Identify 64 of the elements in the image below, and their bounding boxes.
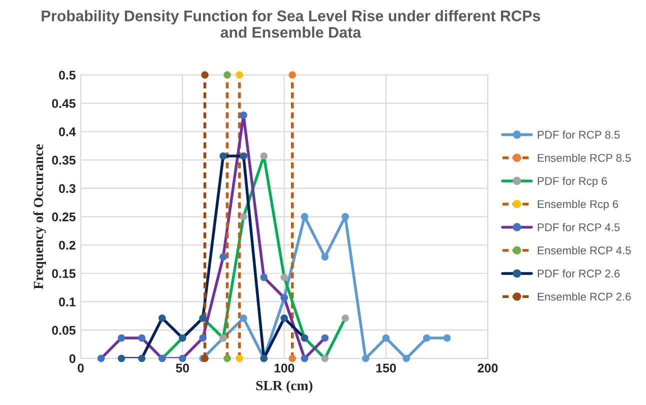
point [321,253,329,261]
y-tick-label: 0.05 [52,326,76,335]
x-tick-label: 150 [376,364,396,372]
x-axis-title: SLR (cm) [256,380,312,394]
point [423,334,430,342]
point [240,152,248,160]
y-tick-label: 0.1 [59,298,76,306]
point [236,71,244,79]
point [382,334,390,342]
point [321,354,329,362]
point [260,152,268,160]
point [288,71,296,79]
x-tick-label: 100 [274,364,294,372]
point [402,354,410,362]
y-axis-title: Frequency of Occurance [33,144,46,290]
point [342,314,349,322]
point [342,213,349,220]
point [220,152,227,160]
y-tick-label: 0.35 [52,156,76,165]
point [199,334,207,342]
legend-label: PDF for RCP 4.5 [538,223,620,232]
legend-label: Ensemble Rcp 6 [538,200,618,210]
legend-label: PDF for Rcp 6 [538,176,607,188]
point [240,112,248,119]
point [300,213,308,220]
x-tick-label: 200 [478,364,498,372]
point [443,334,451,342]
point [224,71,231,79]
point [280,314,288,322]
y-tick-label: 0.3 [59,184,76,193]
point [280,274,288,282]
point [224,354,231,362]
point [362,354,370,362]
point [158,314,166,322]
point [300,354,308,362]
y-tick-label: 0.2 [59,240,76,250]
x-tick-label: 0 [78,364,84,372]
point [321,334,329,342]
legend-label: Ensemble RCP 2.6 [538,292,631,301]
point [240,314,248,322]
point [260,274,268,282]
y-tick-label: 0.45 [52,99,76,108]
legend-label: Ensemble RCP 8.5 [538,154,631,162]
point [240,213,248,220]
y-tick-label: 0 [69,354,76,364]
chart-title: Probability Density Function for Sea Level Rise under different RCPs and Ensemble Data [42,10,540,38]
point [201,71,209,79]
point [288,354,296,362]
x-tick-label: 50 [176,364,189,372]
legend-label: PDF for RCP 2.6 [538,269,620,278]
point [138,334,146,342]
point [118,334,126,342]
point [97,354,105,362]
y-tick-label: 0.5 [59,70,76,80]
point [220,253,227,261]
point [236,354,244,362]
y-tick-label: 0.4 [59,127,76,136]
point [118,354,126,362]
legend-label: Ensemble RCP 4.5 [538,246,631,254]
point [138,354,146,362]
y-tick-label: 0.25 [52,212,76,222]
y-tick-label: 0.15 [52,269,76,278]
point [178,354,186,362]
legend-label: PDF for RCP 8.5 [538,130,620,139]
